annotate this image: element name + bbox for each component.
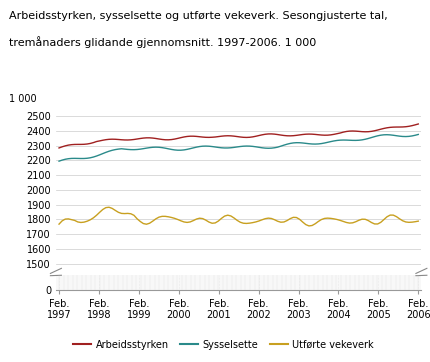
- Sysselsette: [347, 138, 352, 142]
- Sysselsette: [416, 132, 421, 136]
- Text: tremånaders glidande gjennomsnitt. 1997-2006. 1 000: tremånaders glidande gjennomsnitt. 1997-…: [9, 36, 316, 48]
- Arbeidsstyrken: [416, 122, 421, 126]
- Arbeidsstyrken: [347, 129, 352, 133]
- Line: Sysselsette: Sysselsette: [59, 134, 418, 161]
- Utførte vekeverk: [394, 214, 399, 219]
- Arbeidsstyrken: [56, 146, 61, 150]
- Text: Arbeidsstyrken, sysselsette og utførte vekeverk. Sesongjusterte tal,: Arbeidsstyrken, sysselsette og utførte v…: [9, 11, 387, 21]
- Sysselsette: [275, 145, 280, 149]
- Sysselsette: [387, 133, 393, 137]
- Sysselsette: [56, 159, 61, 163]
- Legend: Arbeidsstyrken, Sysselsette, Utførte vekeverk: Arbeidsstyrken, Sysselsette, Utførte vek…: [69, 336, 378, 354]
- Line: Arbeidsstyrken: Arbeidsstyrken: [59, 124, 418, 148]
- Utførte vekeverk: [107, 205, 112, 209]
- Sysselsette: [356, 138, 362, 142]
- Line: Utførte vekeverk: Utførte vekeverk: [59, 207, 418, 226]
- Utførte vekeverk: [56, 222, 61, 226]
- Utførte vekeverk: [416, 219, 421, 223]
- Sysselsette: [178, 148, 184, 152]
- Utførte vekeverk: [362, 217, 368, 222]
- Arbeidsstyrken: [178, 135, 184, 140]
- Utførte vekeverk: [181, 220, 187, 224]
- Arbeidsstyrken: [356, 129, 362, 134]
- Arbeidsstyrken: [275, 132, 280, 137]
- Utførte vekeverk: [300, 220, 305, 224]
- Utførte vekeverk: [353, 219, 358, 224]
- Sysselsette: [297, 140, 302, 145]
- Arbeidsstyrken: [387, 125, 393, 130]
- Utførte vekeverk: [306, 224, 311, 228]
- Arbeidsstyrken: [297, 133, 302, 137]
- Text: 1 000: 1 000: [9, 94, 36, 104]
- Utførte vekeverk: [278, 220, 283, 224]
